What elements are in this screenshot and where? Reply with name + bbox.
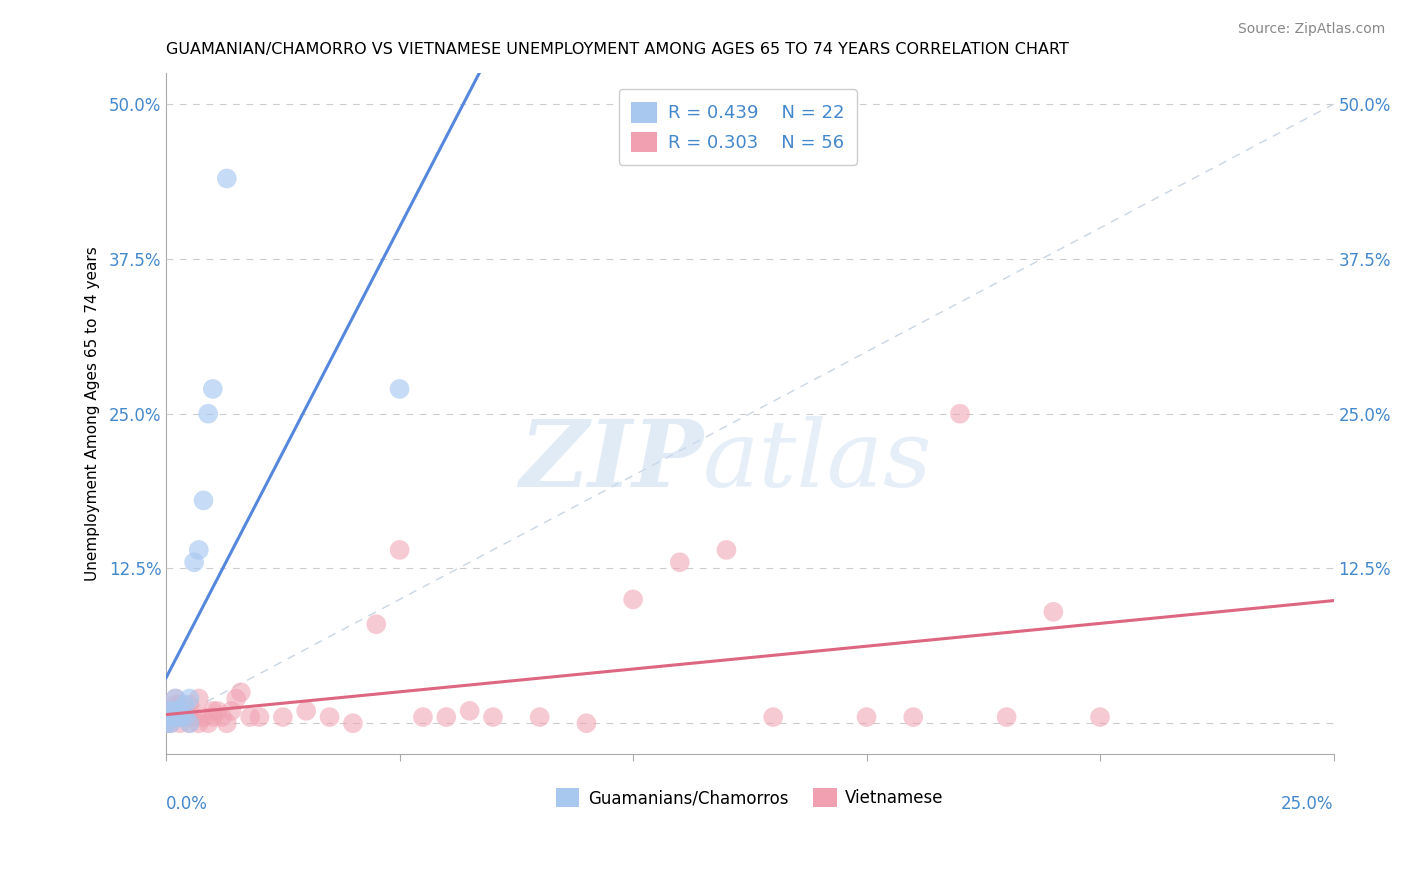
Point — [197, 716, 219, 731]
Point — [201, 710, 224, 724]
Point — [388, 542, 411, 557]
Point — [169, 704, 191, 718]
Point — [271, 710, 294, 724]
Text: 25.0%: 25.0% — [1281, 795, 1333, 814]
Point — [159, 704, 181, 718]
Point — [1088, 710, 1111, 724]
Point — [159, 704, 181, 718]
Point — [187, 716, 209, 731]
Point — [173, 704, 195, 718]
Point — [458, 704, 481, 718]
Text: ZIP: ZIP — [519, 417, 703, 507]
Point — [155, 704, 177, 718]
Point — [165, 691, 187, 706]
Point — [529, 710, 551, 724]
Point — [229, 685, 252, 699]
Point — [155, 710, 177, 724]
Point — [412, 710, 434, 724]
Point — [155, 710, 177, 724]
Point — [225, 691, 247, 706]
Legend: Guamanians/Chamorros, Vietnamese: Guamanians/Chamorros, Vietnamese — [550, 781, 950, 814]
Y-axis label: Unemployment Among Ages 65 to 74 years: Unemployment Among Ages 65 to 74 years — [86, 246, 100, 581]
Point — [575, 716, 598, 731]
Point — [187, 691, 209, 706]
Point — [201, 704, 224, 718]
Point — [183, 555, 205, 569]
Point — [434, 710, 457, 724]
Point — [855, 710, 877, 724]
Point — [388, 382, 411, 396]
Point — [155, 704, 177, 718]
Text: GUAMANIAN/CHAMORRO VS VIETNAMESE UNEMPLOYMENT AMONG AGES 65 TO 74 YEARS CORRELAT: GUAMANIAN/CHAMORRO VS VIETNAMESE UNEMPLO… — [166, 42, 1069, 57]
Point — [169, 716, 191, 731]
Point — [295, 704, 318, 718]
Text: atlas: atlas — [703, 417, 932, 507]
Point — [159, 716, 181, 731]
Point — [165, 704, 187, 718]
Point — [187, 542, 209, 557]
Point — [197, 407, 219, 421]
Point — [482, 710, 505, 724]
Point — [173, 698, 195, 712]
Point — [239, 710, 262, 724]
Point — [249, 710, 271, 724]
Point — [193, 710, 215, 724]
Point — [155, 716, 177, 731]
Point — [215, 716, 238, 731]
Point — [155, 716, 177, 731]
Point — [179, 716, 201, 731]
Point — [179, 716, 201, 731]
Point — [903, 710, 925, 724]
Point — [159, 710, 181, 724]
Text: Source: ZipAtlas.com: Source: ZipAtlas.com — [1237, 22, 1385, 37]
Point — [165, 704, 187, 718]
Point — [318, 710, 340, 724]
Point — [668, 555, 690, 569]
Text: 0.0%: 0.0% — [166, 795, 208, 814]
Point — [716, 542, 738, 557]
Point — [179, 710, 201, 724]
Point — [165, 691, 187, 706]
Point — [183, 710, 205, 724]
Point — [949, 407, 972, 421]
Point — [165, 698, 187, 712]
Point — [342, 716, 364, 731]
Point — [169, 710, 191, 724]
Point — [155, 716, 177, 731]
Point — [207, 704, 229, 718]
Point — [995, 710, 1018, 724]
Point — [215, 171, 238, 186]
Point — [179, 691, 201, 706]
Point — [221, 704, 243, 718]
Point — [193, 493, 215, 508]
Point — [621, 592, 644, 607]
Point — [165, 710, 187, 724]
Point — [201, 382, 224, 396]
Point — [1042, 605, 1064, 619]
Point — [169, 710, 191, 724]
Point — [159, 710, 181, 724]
Point — [179, 698, 201, 712]
Point — [165, 710, 187, 724]
Point — [173, 710, 195, 724]
Point — [762, 710, 785, 724]
Point — [159, 716, 181, 731]
Point — [173, 710, 195, 724]
Point — [366, 617, 388, 632]
Point — [211, 710, 233, 724]
Point — [169, 698, 191, 712]
